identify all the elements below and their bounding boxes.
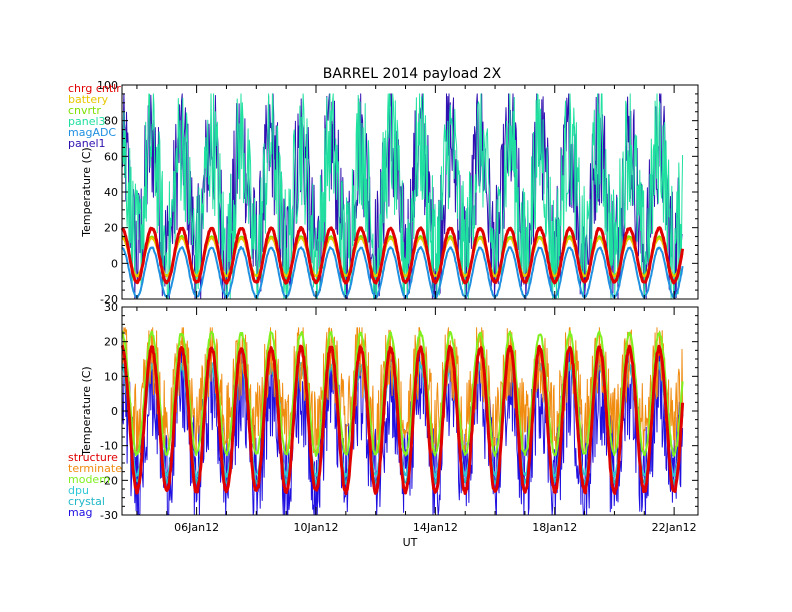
- series-line-magADC: [121, 245, 684, 299]
- series-line-modem: [121, 330, 684, 457]
- bottom-y-axis-label: Temperature (C): [80, 366, 93, 456]
- x-tick-label: 10Jan12: [294, 521, 339, 534]
- legend-entry: chrg cntlr: [68, 82, 121, 95]
- y-tick-label: -30: [100, 509, 118, 522]
- top-y-axis: -20 0 20 40 60 80 100: [97, 79, 698, 306]
- bottom-x-axis: 06Jan12 10Jan12 14Jan12 18Jan12 22Jan12: [136, 307, 697, 534]
- series-line-terminate: [121, 327, 684, 454]
- legend-entry: magADC: [68, 126, 116, 139]
- x-tick-label: 22Jan12: [652, 521, 697, 534]
- y-tick-label: 20: [104, 336, 118, 349]
- chart-title: BARREL 2014 payload 2X: [323, 66, 502, 82]
- legend-entry: dpu: [68, 484, 89, 497]
- legend-entry: battery: [68, 93, 109, 106]
- bottom-y-axis: -30 -20 -10 0 10 20 30: [100, 301, 698, 522]
- y-tick-label: 60: [104, 150, 118, 163]
- series-line-chrg-cntlr: [120, 226, 685, 285]
- x-tick-label: 14Jan12: [413, 521, 458, 534]
- y-tick-label: -20: [100, 474, 118, 487]
- top-panel: -20 0 20 40 60 80 100 Temperature (C) chrg cnt…: [68, 79, 699, 306]
- series-line-structure: [120, 344, 685, 496]
- top-legend: chrg cntlrbatterycnvrtrpanel3magADCpanel…: [68, 82, 121, 150]
- top-y-axis-label: Temperature (C): [80, 147, 93, 237]
- legend-entry: panel3: [68, 115, 106, 128]
- y-tick-label: 0: [111, 257, 118, 270]
- legend-entry: modem: [68, 473, 110, 486]
- legend-entry: terminate: [68, 462, 122, 475]
- bottom-plot-series: [120, 327, 685, 516]
- top-plot-series: [120, 93, 685, 300]
- top-x-axis: [136, 85, 675, 299]
- legend-entry: crystal: [68, 495, 105, 508]
- x-tick-label: 06Jan12: [174, 521, 219, 534]
- bottom-panel: -30 -20 -10 0 10 20 30 06Jan12 10Jan12 14Jan12 18…: [68, 301, 699, 549]
- legend-entry: cnvrtr: [68, 104, 101, 117]
- y-tick-label: -20: [100, 293, 118, 306]
- y-tick-label: -10: [100, 440, 118, 453]
- y-tick-label: 40: [104, 186, 118, 199]
- legend-entry: panel1: [68, 137, 106, 150]
- y-tick-label: 20: [104, 222, 118, 235]
- bottom-x-axis-label: UT: [403, 536, 418, 549]
- x-tick-label: 18Jan12: [532, 521, 577, 534]
- y-tick-label: 10: [104, 370, 118, 383]
- y-tick-label: 0: [111, 405, 118, 418]
- series-line-panel3: [121, 93, 684, 300]
- y-tick-label: 80: [104, 115, 118, 128]
- legend-entry: mag: [68, 506, 92, 519]
- y-tick-label: 30: [104, 301, 118, 314]
- legend-entry: structure: [68, 451, 118, 464]
- y-tick-label: 100: [97, 79, 118, 92]
